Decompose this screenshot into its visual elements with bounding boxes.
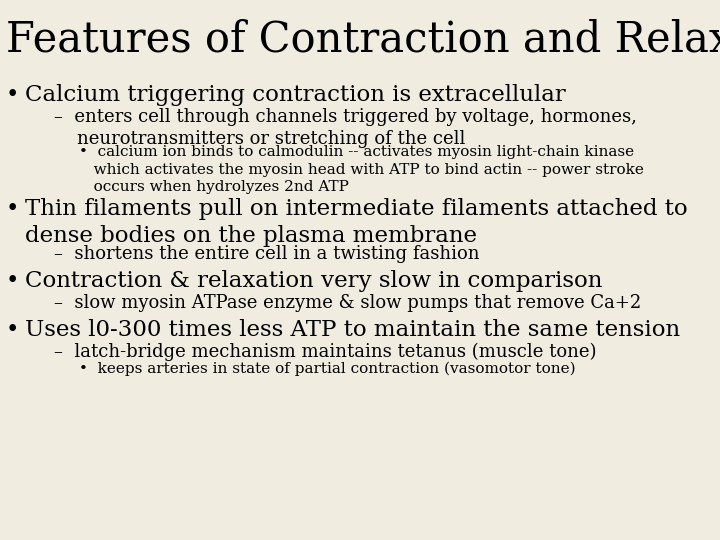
Text: •: • (6, 198, 19, 220)
Text: Contraction & relaxation very slow in comparison: Contraction & relaxation very slow in co… (25, 270, 603, 292)
Text: •  calcium ion binds to calmodulin -- activates myosin light-chain kinase
   whi: • calcium ion binds to calmodulin -- act… (79, 145, 644, 194)
Text: –  slow myosin ATPase enzyme & slow pumps that remove Ca+2: – slow myosin ATPase enzyme & slow pumps… (54, 294, 642, 312)
Text: Uses l0-300 times less ATP to maintain the same tension: Uses l0-300 times less ATP to maintain t… (25, 319, 680, 341)
Text: Thin filaments pull on intermediate filaments attached to
dense bodies on the pl: Thin filaments pull on intermediate fila… (25, 198, 688, 247)
Text: •: • (6, 319, 19, 341)
Text: –  enters cell through channels triggered by voltage, hormones,
    neurotransmi: – enters cell through channels triggered… (54, 107, 637, 148)
Text: –  shortens the entire cell in a twisting fashion: – shortens the entire cell in a twisting… (54, 245, 480, 264)
Text: –  latch-bridge mechanism maintains tetanus (muscle tone): – latch-bridge mechanism maintains tetan… (54, 343, 596, 361)
Text: •  keeps arteries in state of partial contraction (vasomotor tone): • keeps arteries in state of partial con… (79, 362, 576, 376)
Text: Features of Contraction and Relaxation: Features of Contraction and Relaxation (6, 19, 720, 61)
Text: •: • (6, 84, 19, 106)
Text: •: • (6, 270, 19, 292)
Text: Calcium triggering contraction is extracellular: Calcium triggering contraction is extrac… (25, 84, 566, 106)
